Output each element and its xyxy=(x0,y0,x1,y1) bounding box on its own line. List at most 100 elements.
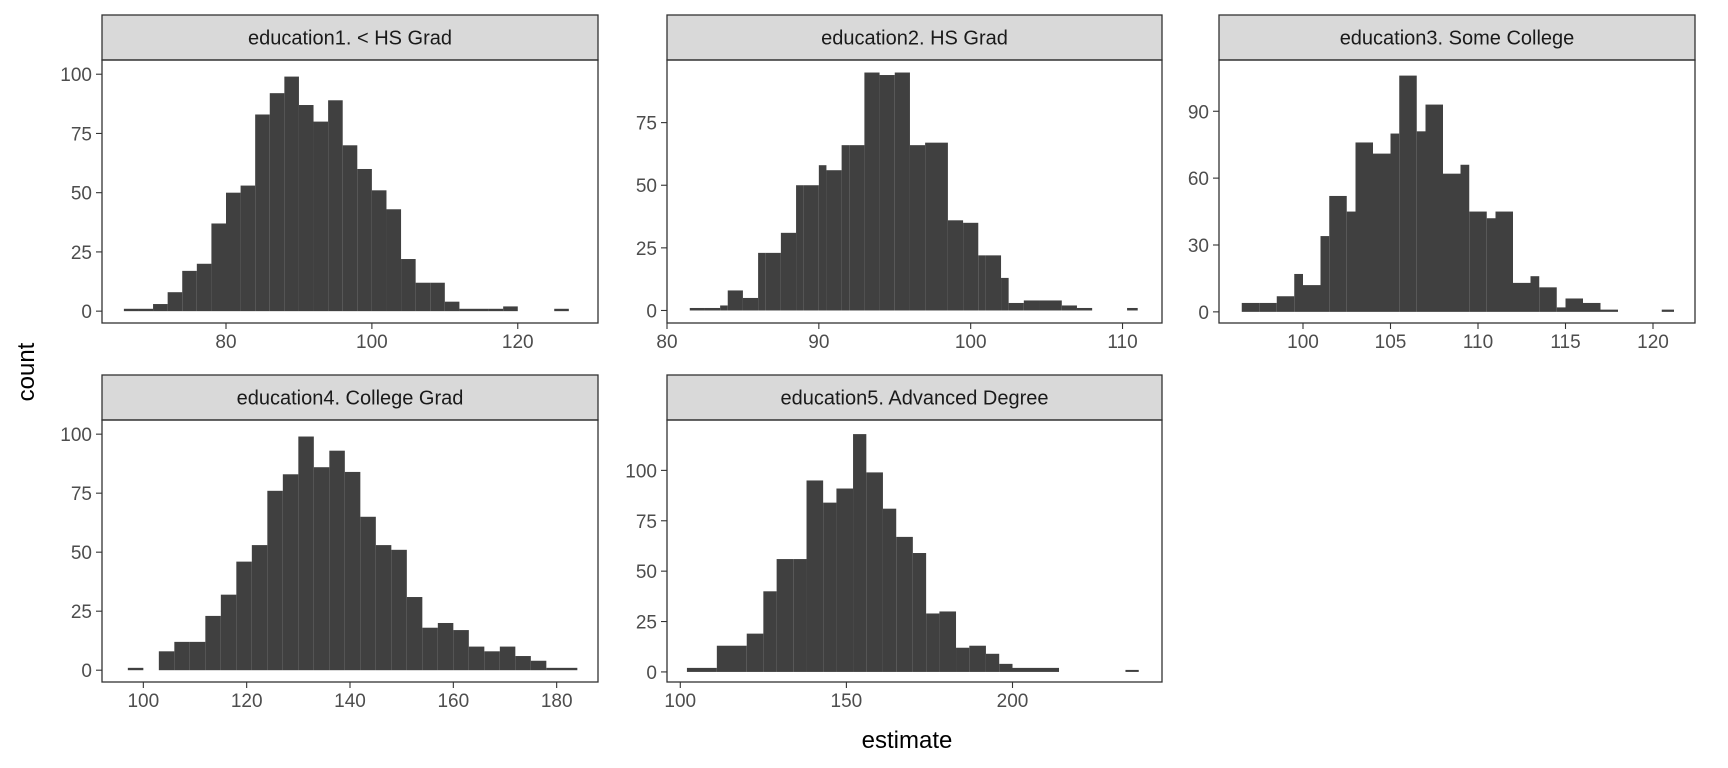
x-tick-label: 160 xyxy=(437,691,469,712)
histogram-bar xyxy=(1294,273,1303,312)
histogram-bar xyxy=(1390,133,1400,312)
histogram-bar xyxy=(947,220,964,311)
histogram-bar xyxy=(1600,309,1618,312)
histogram-bar xyxy=(1329,195,1347,312)
y-tick-label: 100 xyxy=(60,425,92,446)
histogram-bar xyxy=(269,93,285,312)
facet-strip-label: education5. Advanced Degree xyxy=(781,388,1049,410)
x-tick-label: 115 xyxy=(1550,332,1580,353)
facet-panel: education3. Some College 0 30 60 90 100 105 110… xyxy=(1188,14,1696,353)
histogram-bar xyxy=(1443,173,1461,312)
facet-strip xyxy=(101,374,599,421)
histogram-bar xyxy=(1539,287,1557,312)
facet-strip-label: education4. College Grad xyxy=(237,388,464,410)
x-axis-title: estimate xyxy=(862,727,953,754)
histogram-bar xyxy=(182,270,197,312)
histogram-bar xyxy=(401,259,416,312)
y-tick-label: 25 xyxy=(636,239,657,260)
facet-strip xyxy=(1218,14,1696,61)
histogram-bar xyxy=(866,472,883,672)
histogram-bar xyxy=(406,597,423,671)
histogram-bar xyxy=(776,559,794,672)
y-tick-label: 100 xyxy=(60,65,92,86)
histogram-bar xyxy=(468,646,485,671)
histogram-bar xyxy=(344,471,361,671)
histogram-bar xyxy=(1416,131,1426,312)
histogram-bar xyxy=(1127,307,1138,311)
y-tick-label: 25 xyxy=(636,613,657,634)
histogram-bar xyxy=(236,561,252,671)
histogram-bar xyxy=(985,653,1000,672)
histogram-bar xyxy=(1241,302,1260,312)
histogram-bar xyxy=(1486,218,1496,312)
histogram-bar xyxy=(720,305,728,311)
histogram-bar xyxy=(488,308,504,312)
histogram-bar xyxy=(1008,302,1024,311)
histogram-bar xyxy=(196,263,212,312)
histogram-bar xyxy=(1495,211,1513,312)
x-tick-label: 80 xyxy=(656,332,677,353)
histogram-bar xyxy=(554,308,569,312)
histogram-bar xyxy=(939,611,957,672)
histogram-bar xyxy=(909,145,926,311)
histogram-bar xyxy=(220,594,237,671)
histogram-bar xyxy=(836,488,854,672)
histogram-bar xyxy=(174,641,190,671)
panel-border xyxy=(101,59,599,324)
facet-strip-label: education3. Some College xyxy=(1340,28,1575,50)
histogram-bar xyxy=(453,630,469,671)
histogram-bar xyxy=(925,142,948,311)
histogram-bar xyxy=(284,76,299,312)
histogram-bar xyxy=(357,168,372,312)
histogram-bar xyxy=(313,121,329,312)
histogram-bar xyxy=(686,667,717,672)
y-tick-label: 0 xyxy=(81,661,92,682)
histogram-bar xyxy=(746,633,764,672)
histogram-bar xyxy=(189,641,206,671)
histogram-bar xyxy=(796,185,804,311)
x-tick-label: 110 xyxy=(1463,332,1493,353)
histogram-bar xyxy=(926,613,940,672)
y-tick-label: 50 xyxy=(636,562,657,583)
histogram-bar xyxy=(1076,307,1093,311)
y-tick-label: 75 xyxy=(71,124,92,145)
histogram-bar xyxy=(430,282,445,312)
histogram-bar xyxy=(1346,211,1356,312)
histogram-bar xyxy=(1530,276,1540,312)
histogram-bar xyxy=(1061,305,1077,311)
histogram-bar xyxy=(978,255,986,311)
facet-panel: education2. HS Grad 0 25 50 75 80 90 100 110 xyxy=(636,14,1163,353)
histogram-bar xyxy=(1399,75,1417,312)
x-tick-label: 110 xyxy=(1107,332,1137,353)
histogram-bar xyxy=(1259,302,1277,312)
facet-strip xyxy=(101,14,599,61)
histogram-bar xyxy=(806,480,824,672)
histogram-bar xyxy=(298,105,314,312)
facet-panel: education5. Advanced Degree 0 25 50 75 100 100… xyxy=(625,374,1163,712)
facet-strip-label: education2. HS Grad xyxy=(821,28,1008,50)
histogram-bar xyxy=(1661,309,1674,312)
histogram-bar xyxy=(763,591,777,672)
x-tick-label: 120 xyxy=(231,691,263,712)
histogram-bar xyxy=(1583,302,1601,312)
panel-border xyxy=(666,419,1163,683)
histogram-bar xyxy=(1513,282,1531,312)
histogram-bar xyxy=(123,308,139,312)
histogram-bar xyxy=(1320,236,1330,312)
histogram-bar xyxy=(329,450,345,671)
histogram-bar xyxy=(912,553,927,672)
histogram-bar xyxy=(956,647,970,672)
histogram-bar xyxy=(282,474,299,671)
histogram-bar xyxy=(226,192,241,312)
y-tick-label: 75 xyxy=(71,484,92,505)
histogram-bar xyxy=(1355,142,1373,312)
histogram-bar xyxy=(1023,300,1040,311)
x-tick-label: 90 xyxy=(808,332,829,353)
histogram-bar xyxy=(1469,211,1487,312)
y-tick-label: 75 xyxy=(636,114,657,135)
histogram-bar xyxy=(371,190,387,312)
y-tick-label: 50 xyxy=(636,176,657,197)
histogram-bar xyxy=(530,660,547,671)
histogram-bar xyxy=(375,545,392,671)
histogram-bar xyxy=(153,304,168,312)
